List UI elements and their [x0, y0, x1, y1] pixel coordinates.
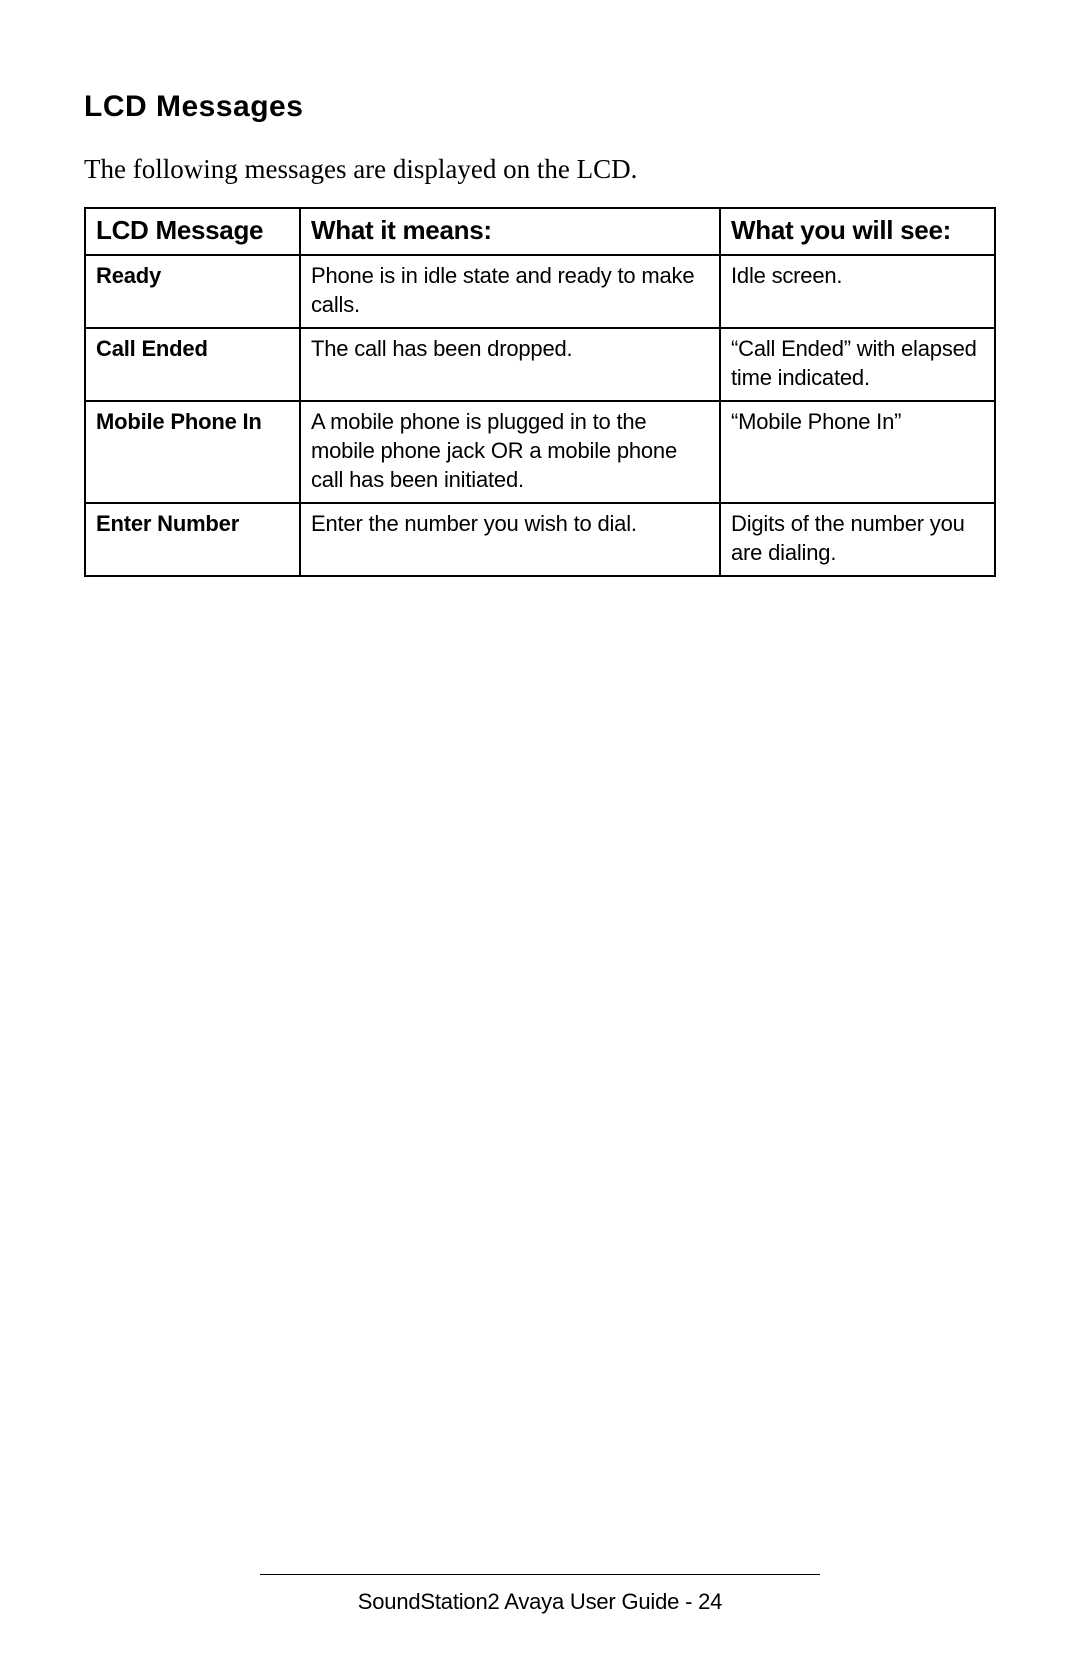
cell-message: Call Ended: [85, 328, 300, 401]
cell-message: Mobile Phone In: [85, 401, 300, 503]
cell-means: A mobile phone is plugged in to the mobi…: [300, 401, 720, 503]
footer-rule: [260, 1574, 820, 1575]
table-row: Mobile Phone In A mobile phone is plugge…: [85, 401, 995, 503]
cell-means: The call has been dropped.: [300, 328, 720, 401]
lcd-messages-table: LCD Message What it means: What you will…: [84, 207, 996, 577]
cell-see: “Call Ended” with elapsed time indicated…: [720, 328, 995, 401]
col-header-see: What you will see:: [720, 208, 995, 255]
cell-see: Idle screen.: [720, 255, 995, 328]
table-row: Call Ended The call has been dropped. “C…: [85, 328, 995, 401]
table-row: Ready Phone is in idle state and ready t…: [85, 255, 995, 328]
intro-text: The following messages are displayed on …: [84, 154, 996, 185]
cell-message: Ready: [85, 255, 300, 328]
cell-message: Enter Number: [85, 503, 300, 576]
cell-see: “Mobile Phone In”: [720, 401, 995, 503]
table-header-row: LCD Message What it means: What you will…: [85, 208, 995, 255]
page-footer: SoundStation2 Avaya User Guide - 24: [0, 1574, 1080, 1615]
table-row: Enter Number Enter the number you wish t…: [85, 503, 995, 576]
cell-see: Digits of the number you are dialing.: [720, 503, 995, 576]
section-title: LCD Messages: [84, 90, 996, 124]
cell-means: Enter the number you wish to dial.: [300, 503, 720, 576]
footer-text: SoundStation2 Avaya User Guide - 24: [0, 1589, 1080, 1615]
col-header-means: What it means:: [300, 208, 720, 255]
col-header-message: LCD Message: [85, 208, 300, 255]
cell-means: Phone is in idle state and ready to make…: [300, 255, 720, 328]
